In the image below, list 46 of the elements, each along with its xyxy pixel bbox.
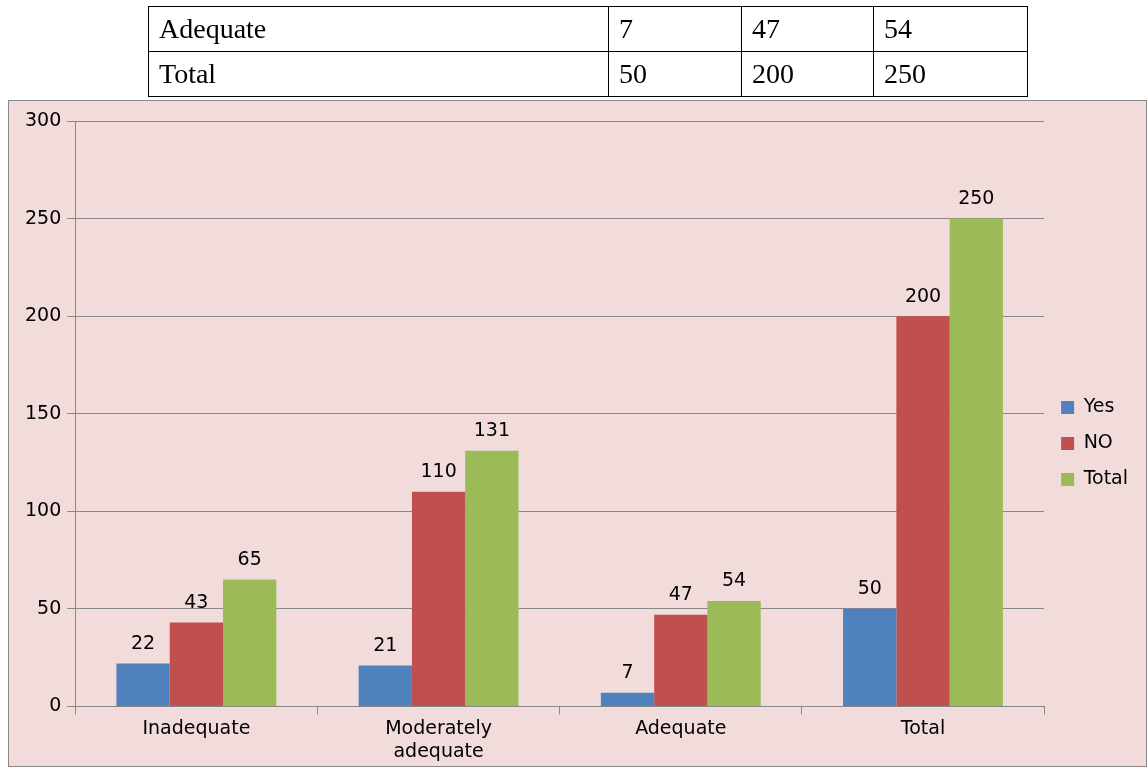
data-label: 131 (473, 418, 511, 441)
x-tick-label: Adequate (635, 715, 727, 738)
y-tick-label: 300 (25, 107, 62, 130)
text: 200 (741, 51, 874, 97)
data-label: 54 (722, 568, 747, 591)
bar (465, 450, 519, 706)
legend-label: Total (1082, 466, 1128, 489)
y-tick-label: 0 (49, 693, 62, 716)
bar (949, 218, 1003, 706)
bar (116, 663, 170, 706)
bar (600, 692, 655, 706)
x-tick-label: Total (899, 715, 946, 738)
data-label: 110 (420, 459, 457, 482)
bar (223, 579, 277, 706)
legend-label: NO (1083, 430, 1113, 453)
text: Total (148, 51, 609, 97)
y-tick-label: 50 (37, 595, 62, 618)
text: 54 (873, 6, 1028, 52)
data-label: 250 (958, 186, 995, 208)
x-tick-label: Inadequate (142, 715, 251, 738)
bar (411, 491, 466, 706)
text: Adequate (148, 6, 609, 52)
bar (358, 665, 412, 706)
data-label: 47 (668, 582, 693, 605)
data-label: 50 (857, 576, 882, 599)
y-tick-label: 100 (25, 498, 62, 521)
data-label: 21 (373, 632, 398, 655)
data-label: 65 (237, 547, 262, 569)
data-label: 22 (130, 630, 156, 653)
y-tick-label: 250 (25, 205, 62, 228)
text: 47 (741, 6, 874, 52)
y-tick-label: 200 (25, 303, 62, 326)
bar (896, 316, 950, 706)
bar (169, 622, 224, 706)
data-label: 43 (184, 589, 209, 612)
data-label: 200 (904, 283, 942, 306)
text: 7 (608, 6, 742, 52)
legend-label: Yes (1082, 394, 1115, 417)
text: 50 (608, 51, 742, 97)
data-label: 7 (621, 660, 634, 683)
bar (707, 601, 761, 706)
x-tick-label: Moderately adequate (385, 715, 493, 761)
bar (654, 614, 708, 706)
y-tick-label: 150 (25, 400, 62, 423)
bar (843, 608, 897, 706)
text: 250 (873, 51, 1028, 97)
